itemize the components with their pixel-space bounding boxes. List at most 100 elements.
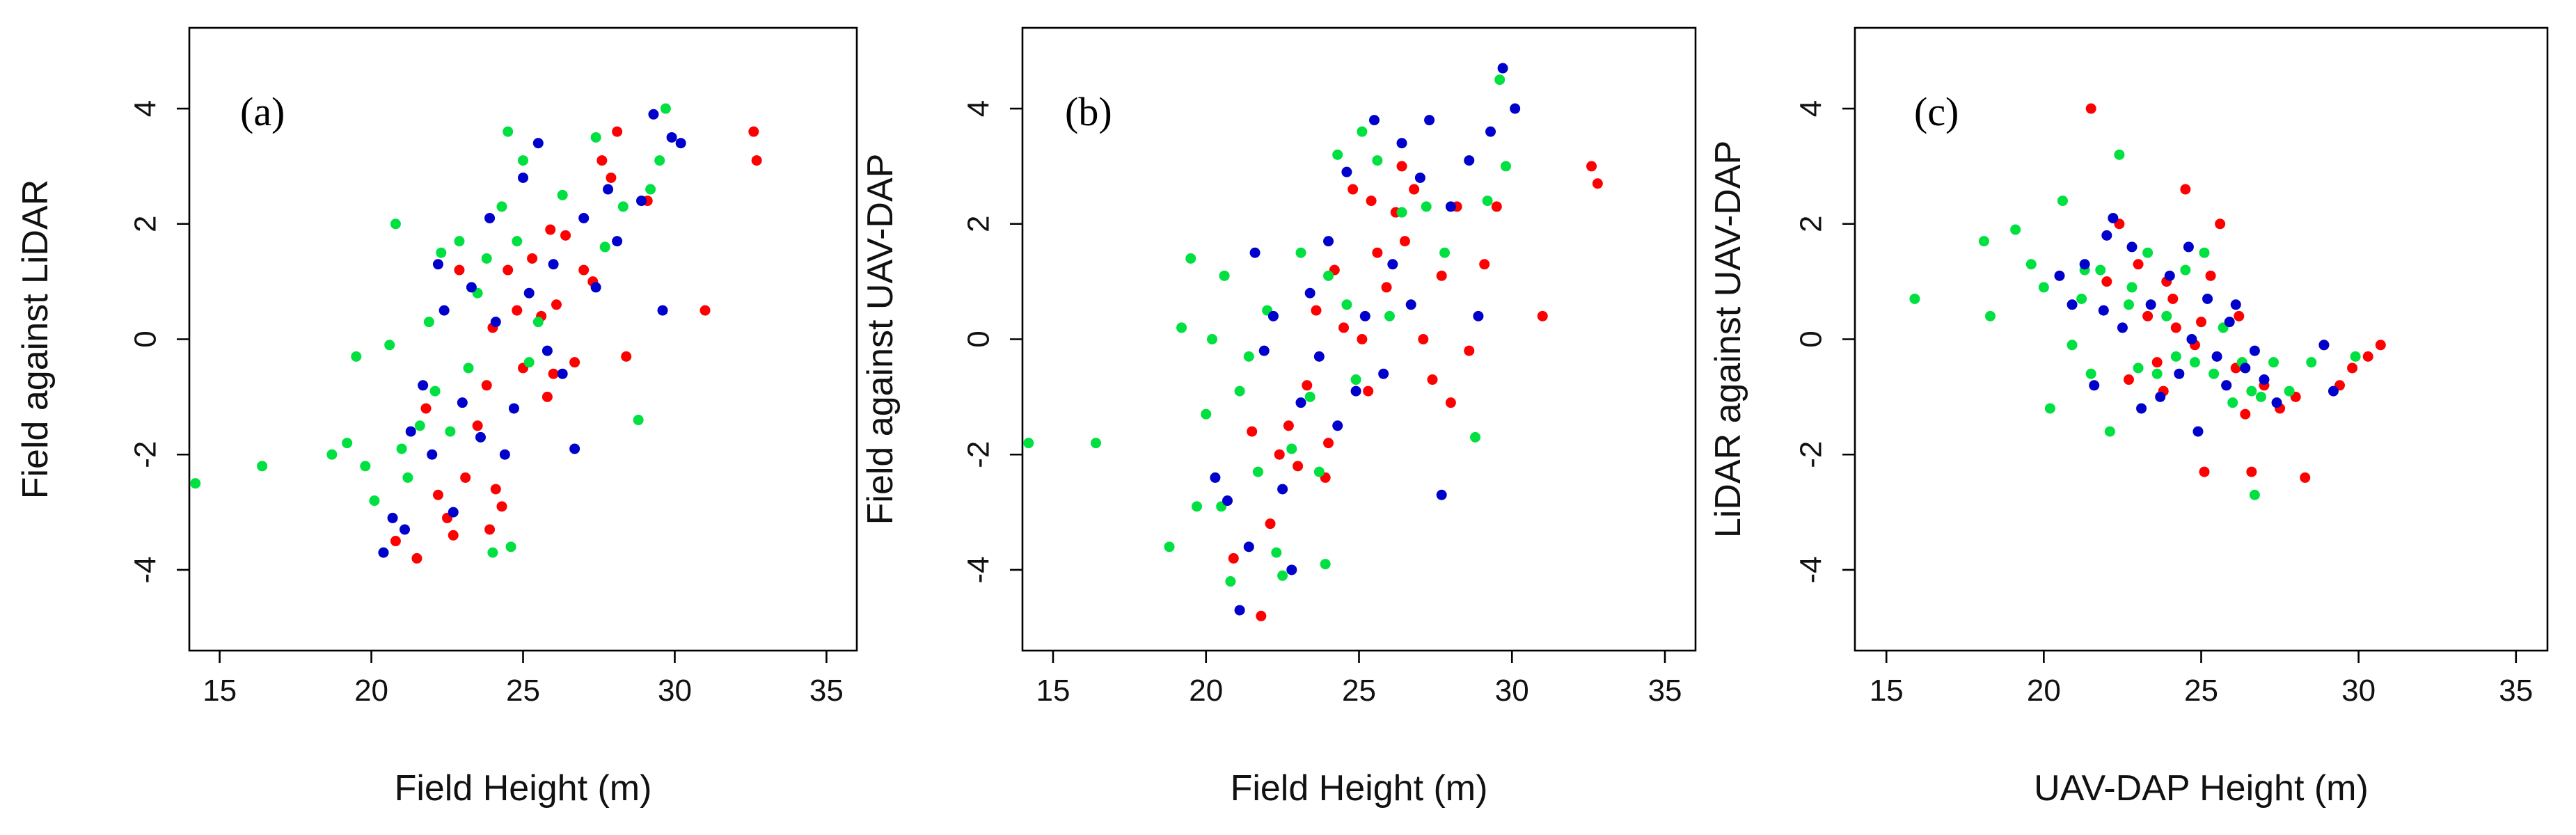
blue-point — [508, 403, 519, 414]
green-point — [2085, 368, 2096, 379]
green-point — [523, 357, 535, 368]
blue-point — [675, 138, 686, 149]
red-point — [1311, 305, 1322, 316]
blue-point — [1414, 172, 1425, 183]
blue-point — [432, 259, 443, 270]
y-tick-label: -2 — [1794, 441, 1828, 468]
blue-point — [418, 380, 429, 391]
green-point — [1500, 161, 1511, 172]
green-point — [1234, 385, 1245, 397]
blue-point — [448, 507, 459, 518]
blue-point — [2224, 317, 2235, 328]
blue-point — [484, 212, 496, 223]
green-point — [654, 155, 665, 166]
green-point — [2104, 426, 2115, 437]
red-point — [527, 253, 538, 264]
red-point — [420, 403, 432, 414]
green-point — [2123, 299, 2134, 310]
green-point — [1323, 270, 1334, 281]
x-axis-title: UAV-DAP Height (m) — [2034, 768, 2369, 809]
blue-point — [438, 305, 450, 316]
blue-point — [1304, 287, 1315, 299]
green-point — [1313, 466, 1325, 477]
x-tick-label: 25 — [2184, 674, 2218, 708]
y-tick-label: -2 — [129, 441, 163, 468]
green-point — [351, 351, 362, 362]
green-point — [1482, 196, 1493, 207]
blue-point — [2117, 322, 2128, 333]
green-point — [1984, 310, 1996, 321]
blue-point — [1341, 166, 1352, 177]
blue-point — [2145, 299, 2156, 310]
plot-frame — [188, 26, 858, 652]
green-point — [645, 184, 656, 195]
green-point — [512, 236, 523, 247]
blue-point — [2259, 374, 2270, 385]
data-points — [190, 103, 762, 564]
blue-point — [405, 426, 416, 437]
red-point — [1357, 334, 1368, 344]
red-point — [1445, 397, 1456, 408]
blue-point — [1464, 155, 1475, 166]
red-point — [569, 357, 580, 368]
green-point — [2227, 397, 2238, 408]
red-point — [1338, 322, 1350, 333]
green-point — [2057, 196, 2068, 207]
green-point — [1470, 431, 1481, 443]
blue-point — [1267, 310, 1279, 321]
red-point — [2234, 310, 2245, 321]
y-axis-title: Field against UAV-DAP — [860, 154, 901, 525]
green-point — [2126, 282, 2138, 293]
panel-label: (c) — [1914, 89, 1959, 134]
green-point — [436, 247, 447, 258]
blue-point — [569, 443, 580, 454]
blue-point — [2271, 397, 2282, 408]
blue-point — [542, 345, 553, 356]
green-point — [1164, 541, 1175, 552]
green-point — [1201, 408, 1212, 420]
red-point — [2133, 259, 2144, 270]
blue-point — [657, 305, 668, 316]
green-point — [1252, 466, 1263, 477]
green-point — [190, 478, 201, 489]
red-point — [578, 264, 590, 276]
red-point — [2240, 408, 2251, 420]
axis-ticks: 15 20 25 30 35 -4 -2 0 2 4 — [129, 100, 844, 708]
red-point — [1409, 184, 1420, 195]
red-point — [484, 524, 496, 535]
blue-point — [2318, 340, 2330, 351]
blue-point — [2202, 293, 2213, 304]
green-point — [2246, 385, 2257, 397]
y-tick-label: -4 — [962, 556, 996, 583]
green-point — [1439, 247, 1451, 258]
y-tick-label: 0 — [129, 331, 163, 347]
green-point — [2306, 357, 2317, 368]
green-point — [384, 340, 395, 351]
red-point — [560, 230, 571, 241]
green-point — [360, 461, 371, 472]
red-point — [2246, 466, 2257, 477]
x-axis-title: Field Height (m) — [1231, 768, 1488, 809]
red-point — [2151, 357, 2163, 368]
blue-point — [490, 317, 501, 328]
red-point — [1399, 236, 1410, 247]
x-tick-label: 25 — [506, 674, 540, 708]
green-point — [1372, 155, 1383, 166]
blue-point — [590, 282, 601, 293]
blue-point — [1485, 126, 1496, 137]
red-point — [1381, 282, 1392, 293]
red-point — [1418, 334, 1429, 344]
green-point — [2044, 403, 2055, 414]
green-point — [1332, 149, 1343, 160]
blue-point — [2164, 270, 2175, 281]
blue-point — [1234, 605, 1245, 616]
data-points — [1023, 63, 1603, 621]
red-point — [2362, 351, 2373, 362]
red-point — [2375, 340, 2386, 351]
blue-point — [1359, 310, 1370, 321]
red-point — [1302, 380, 1313, 391]
blue-point — [2249, 345, 2260, 356]
blue-point — [2155, 391, 2166, 402]
red-point — [700, 305, 711, 316]
red-point — [548, 368, 559, 379]
